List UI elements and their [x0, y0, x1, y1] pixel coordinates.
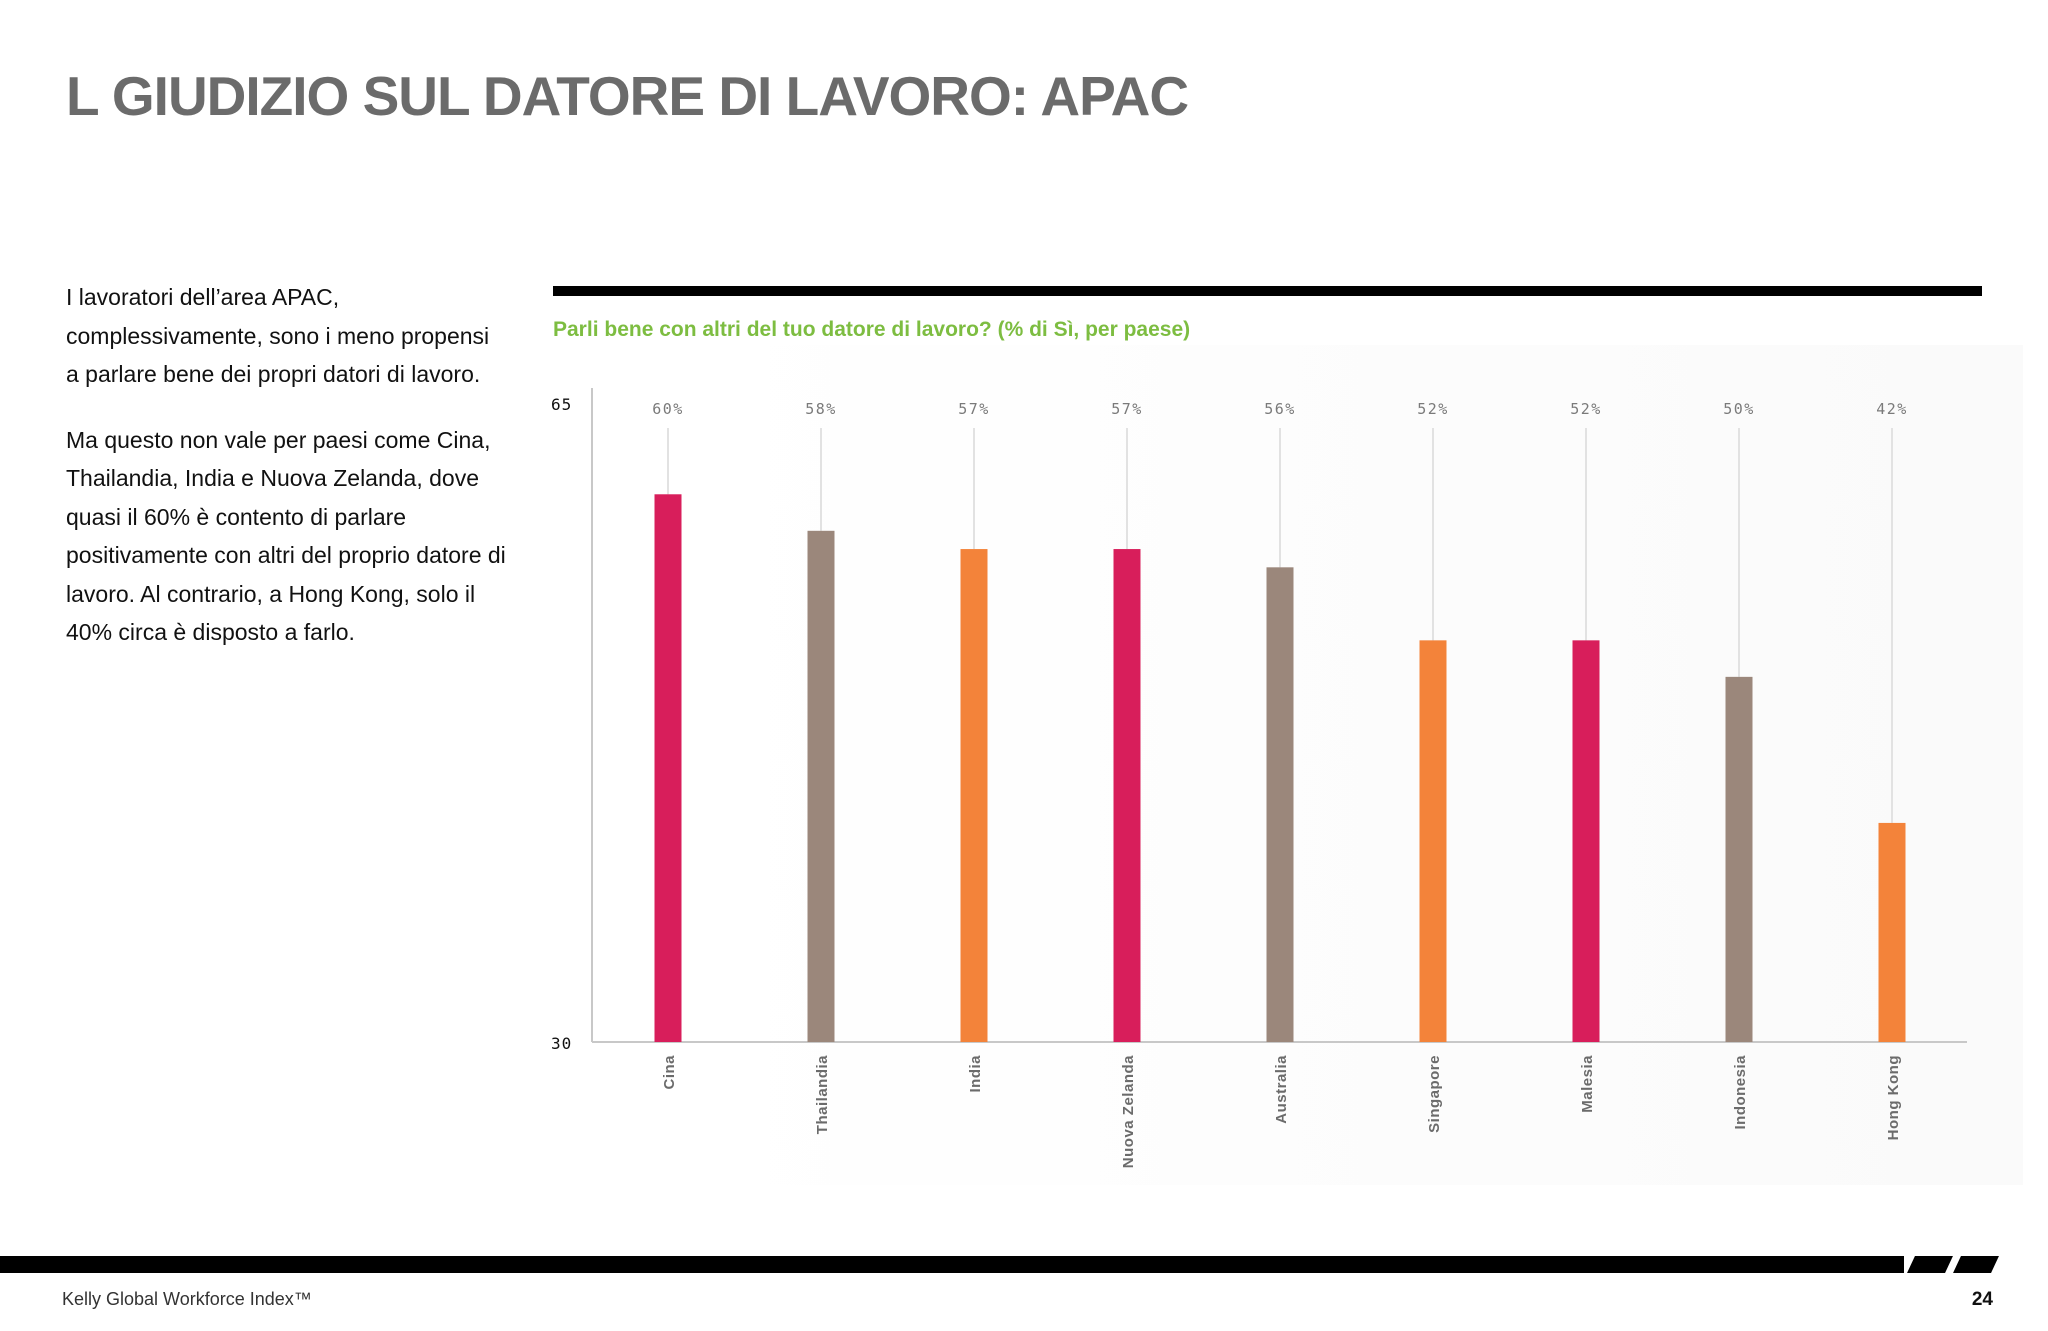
x-tick-label: India: [967, 1055, 984, 1093]
footer-stripe: [1907, 1256, 1953, 1273]
data-label: 57%: [1111, 400, 1143, 418]
data-label: 42%: [1876, 400, 1908, 418]
x-tick-label: Singapore: [1426, 1055, 1443, 1133]
x-tick-label: Nuova Zelanda: [1120, 1055, 1137, 1168]
data-label: 56%: [1264, 400, 1296, 418]
bar: [1419, 640, 1447, 1042]
chart-title: Parli bene con altri del tuo datore di l…: [553, 318, 1191, 341]
bar: [807, 530, 835, 1042]
y-tick-label: 65: [551, 395, 572, 414]
page-title: L GIUDIZIO SUL DATORE DI LAVORO: APAC: [66, 65, 1189, 127]
x-tick-label: Cina: [661, 1055, 678, 1090]
intro-paragraph-1: I lavoratori dell’area APAC, complessiva…: [66, 284, 490, 387]
page-number: 24: [1971, 1289, 1993, 1310]
bar: [1266, 567, 1294, 1042]
bar: [654, 494, 682, 1042]
x-tick-label: Thailandia: [814, 1055, 831, 1134]
bar: [960, 549, 988, 1042]
data-label: 57%: [958, 400, 990, 418]
data-label: 52%: [1417, 400, 1449, 418]
x-tick-label: Malesia: [1579, 1055, 1596, 1113]
bar: [1113, 549, 1141, 1042]
x-tick-label: Indonesia: [1732, 1055, 1749, 1130]
chart-header-rule: [553, 286, 1982, 296]
data-label: 60%: [652, 400, 684, 418]
x-tick-label: Australia: [1273, 1055, 1290, 1124]
y-tick-label: 30: [551, 1034, 572, 1053]
bar: [1572, 640, 1600, 1042]
bar: [1725, 676, 1753, 1042]
data-label: 58%: [805, 400, 837, 418]
footer-stripe: [1953, 1256, 1999, 1273]
x-tick-label: Hong Kong: [1885, 1055, 1902, 1140]
footer-publication: Kelly Global Workforce Index™: [62, 1289, 312, 1309]
data-label: 50%: [1723, 400, 1755, 418]
intro-paragraph-2: Ma questo non vale per paesi come Cina, …: [66, 426, 506, 646]
bar: [1878, 822, 1906, 1042]
data-label: 52%: [1570, 400, 1602, 418]
footer-bar: [0, 1256, 1904, 1273]
intro-text: I lavoratori dell’area APAC, complessiva…: [66, 278, 506, 679]
